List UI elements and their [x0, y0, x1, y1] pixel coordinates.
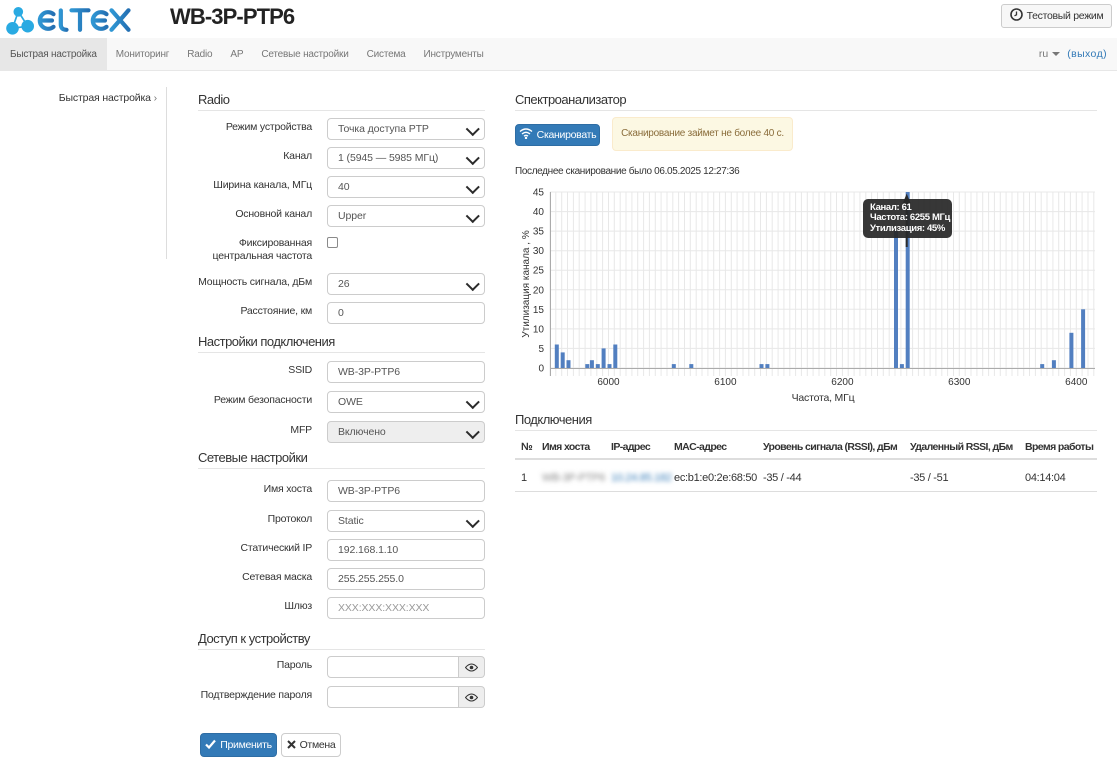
svg-text:45: 45 [533, 188, 545, 199]
svg-text:20: 20 [533, 285, 545, 296]
svg-text:Частота, МГц: Частота, МГц [792, 392, 855, 404]
svg-text:5: 5 [538, 344, 544, 355]
svg-text:6100: 6100 [714, 377, 737, 388]
svg-text:6300: 6300 [948, 377, 971, 388]
svg-text:6200: 6200 [831, 377, 854, 388]
svg-text:15: 15 [533, 305, 545, 316]
svg-text:40: 40 [533, 207, 545, 218]
svg-text:10: 10 [533, 324, 545, 335]
svg-text:35: 35 [533, 227, 545, 238]
svg-text:6400: 6400 [1065, 377, 1088, 388]
svg-text:0: 0 [538, 364, 544, 375]
svg-text:30: 30 [533, 246, 545, 257]
svg-text:Утилизация канала , %: Утилизация канала , % [521, 230, 532, 338]
svg-text:25: 25 [533, 266, 545, 277]
svg-text:6000: 6000 [597, 377, 620, 388]
